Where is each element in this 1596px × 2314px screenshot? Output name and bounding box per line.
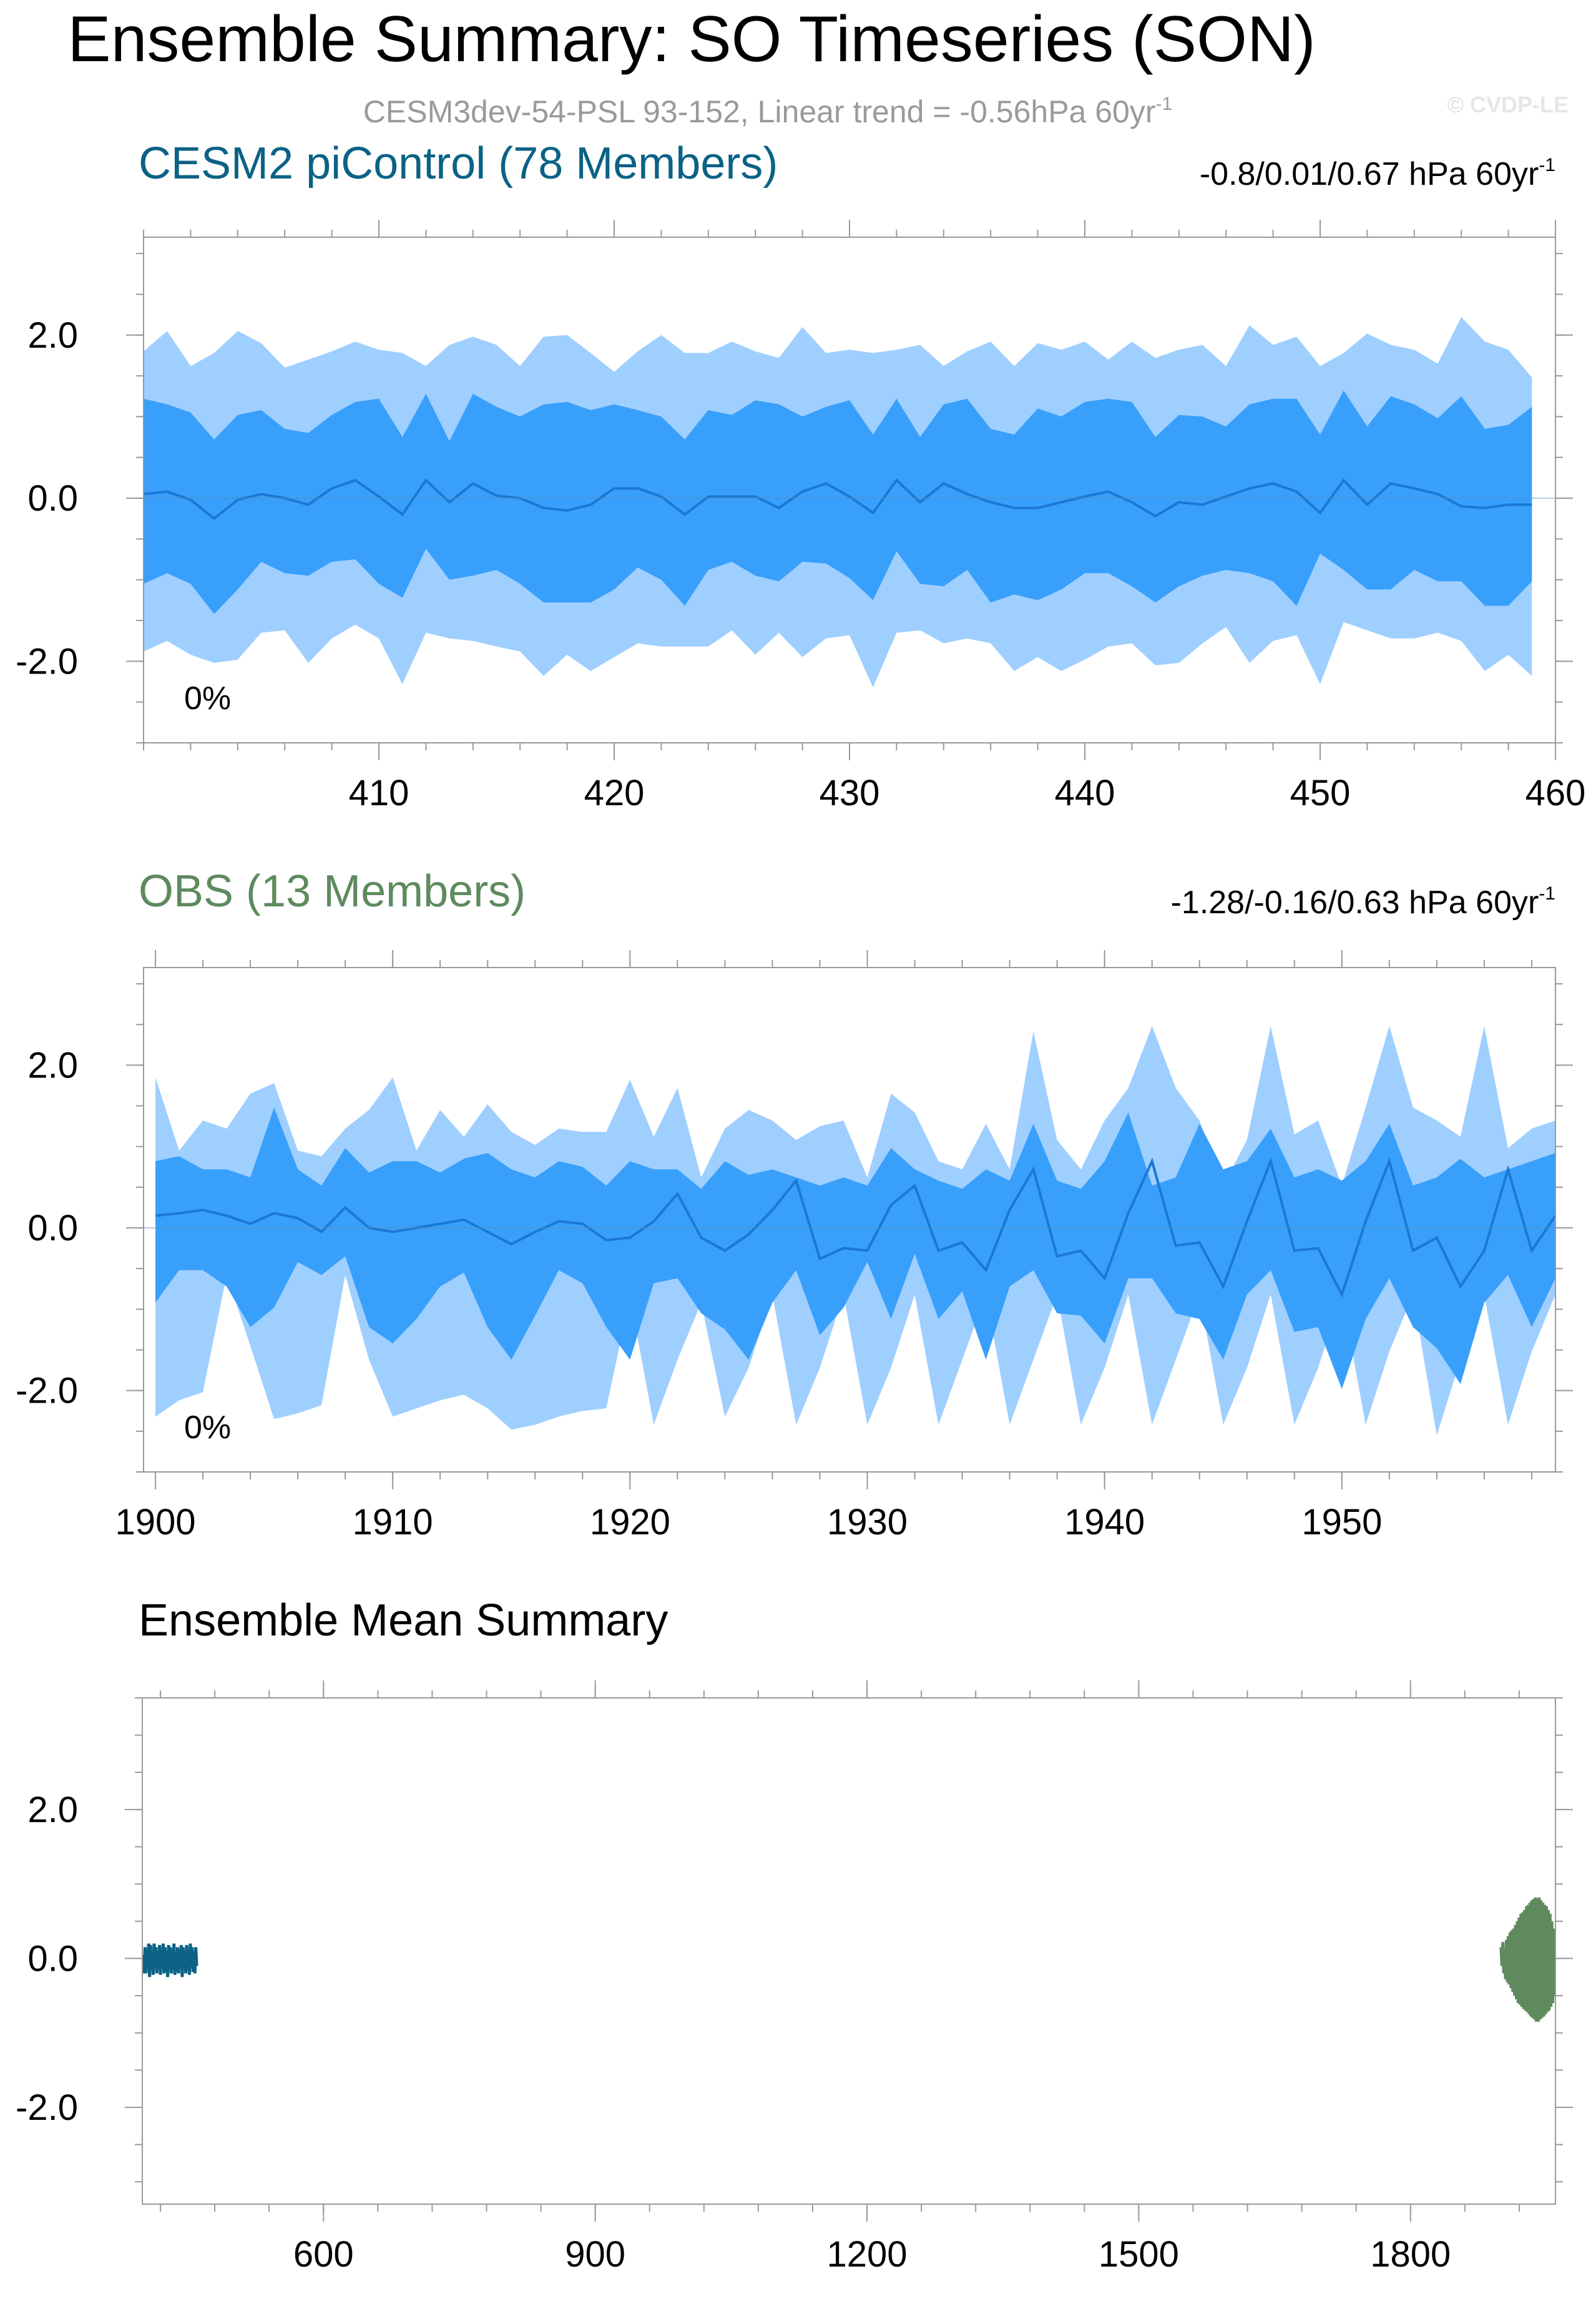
control-mean-line (142, 1943, 198, 1978)
y-tick-label: -2.0 (16, 1371, 78, 1411)
x-tick-label: 1930 (827, 1502, 908, 1542)
y-tick-label: 2.0 (27, 1045, 78, 1086)
plot-frame (142, 1697, 1556, 2205)
figure-subtitle: CESM3dev-54-PSL 93-152, Linear trend = -… (363, 94, 1172, 129)
x-tick-label: 460 (1525, 773, 1586, 813)
x-tick-label: 430 (820, 773, 880, 813)
y-tick-label: 2.0 (27, 1790, 78, 1830)
x-tick-label: 450 (1290, 773, 1351, 813)
x-tick-label: 900 (565, 2234, 625, 2275)
panel-title-ensemble-mean: Ensemble Mean Summary (139, 1596, 668, 1645)
x-tick-label: 1920 (590, 1502, 670, 1542)
x-tick-label: 1950 (1301, 1502, 1382, 1542)
x-tick-label: 1900 (115, 1502, 195, 1542)
y-tick-label: -2.0 (16, 2087, 78, 2128)
panel-cesm2-picontrol: CESM2 piControl (78 Members) -0.8/0.01/0… (16, 139, 1585, 813)
panel-trend-obs: -1.28/-0.16/0.63 hPa 60yr-1 (1171, 883, 1555, 921)
percent-label-obs: 0% (184, 1409, 231, 1446)
x-tick-label: 440 (1055, 773, 1115, 813)
y-tick-label: 0.0 (27, 1208, 78, 1248)
obs-mean-line (1499, 1897, 1556, 2022)
x-tick-label: 1800 (1370, 2234, 1451, 2275)
panel-trend-cesm2: -0.8/0.01/0.67 hPa 60yr-1 (1200, 155, 1555, 192)
figure-title: Ensemble Summary: SO Timeseries (SON) (67, 3, 1316, 76)
y-tick-label: 2.0 (27, 315, 78, 356)
y-tick-label: 0.0 (27, 478, 78, 519)
x-tick-label: 420 (584, 773, 645, 813)
x-tick-label: 1940 (1064, 1502, 1145, 1542)
plot-frame (143, 967, 1556, 1473)
y-tick-label: 0.0 (27, 1938, 78, 1979)
copyright-label: © CVDP-LE (1447, 92, 1569, 117)
x-tick-label: 600 (293, 2234, 354, 2275)
trend-text-obs: -1.28/-0.16/0.63 hPa 60yr (1171, 885, 1539, 921)
x-tick-label: 1200 (827, 2234, 908, 2275)
ensemble-mean-line (143, 478, 1532, 521)
figure-subtitle-text: CESM3dev-54-PSL 93-152, Linear trend = -… (363, 94, 1156, 129)
trend-sup-obs: -1 (1539, 883, 1555, 904)
y-tick-label: -2.0 (16, 641, 78, 682)
x-tick-label: 1910 (353, 1502, 433, 1542)
panel-obs: OBS (13 Members) -1.28/-0.16/0.63 hPa 60… (16, 866, 1573, 1542)
panel-ensemble-mean: Ensemble Mean Summary 600 900 1200 1500 1800… (16, 1596, 1573, 2275)
ensemble-mean-line (155, 1157, 1557, 1298)
x-tick-label: 1500 (1099, 2234, 1179, 2275)
x-tick-label: 410 (349, 773, 409, 813)
figure-subtitle-sup: -1 (1156, 94, 1173, 114)
trend-sup-cesm2: -1 (1539, 155, 1555, 175)
band-p16-p84 (144, 390, 1532, 614)
panel-title-obs: OBS (13 Members) (139, 866, 526, 916)
panel-title-cesm2: CESM2 piControl (78 Members) (139, 139, 778, 189)
percent-label-cesm2: 0% (184, 680, 231, 717)
trend-text-cesm2: -0.8/0.01/0.67 hPa 60yr (1200, 156, 1539, 192)
